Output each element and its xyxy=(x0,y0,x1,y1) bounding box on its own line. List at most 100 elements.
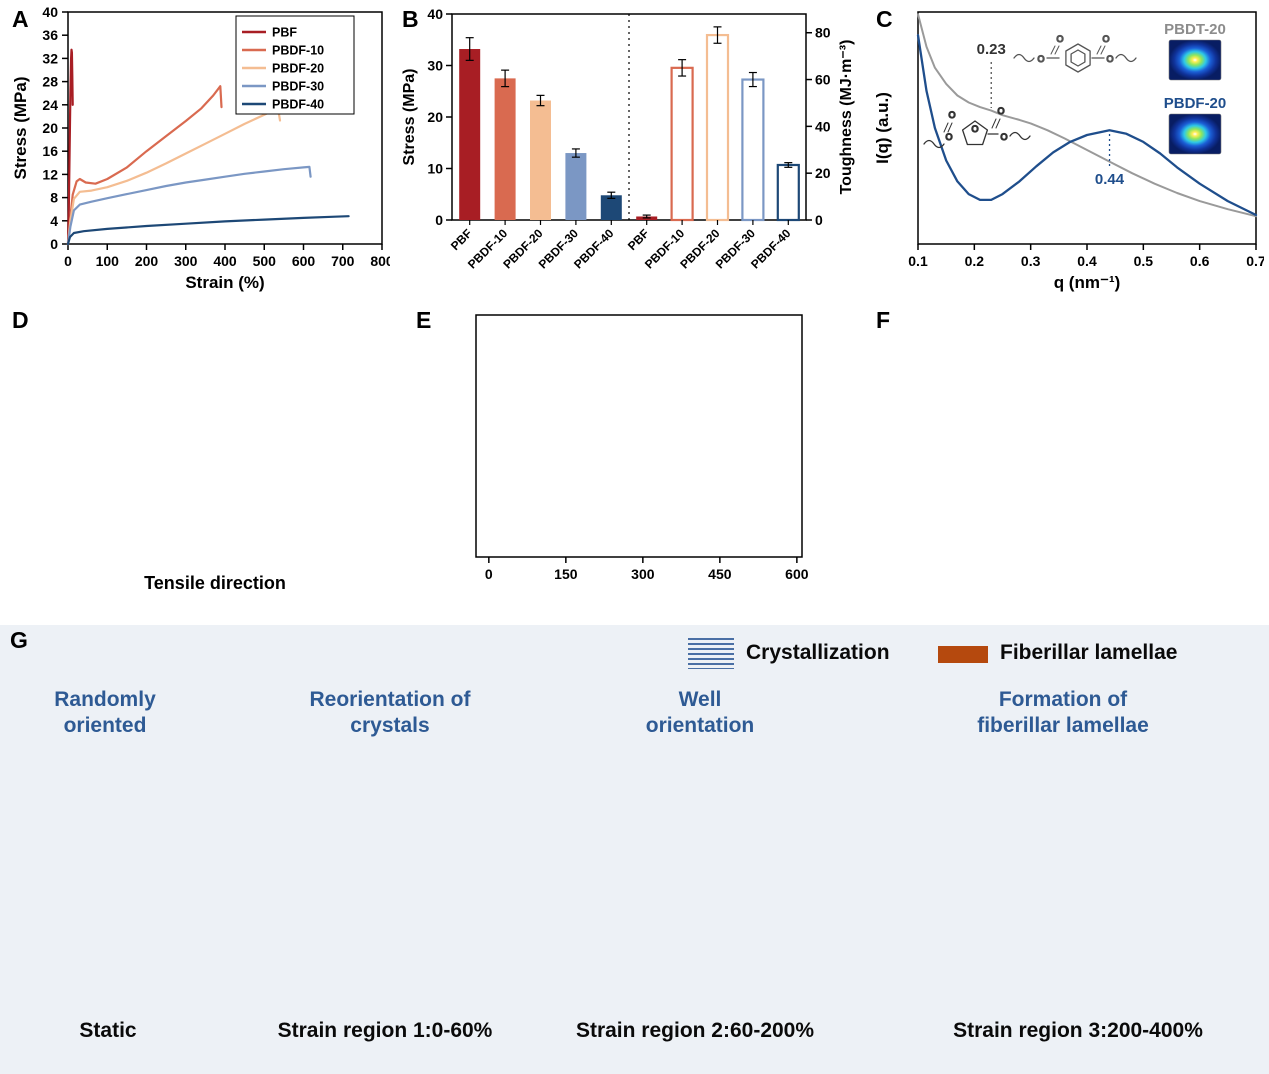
panel-label-g: G xyxy=(10,627,28,653)
series-PBDF-20 xyxy=(66,107,282,246)
svg-text:150: 150 xyxy=(554,566,578,582)
series-PBDF-40 xyxy=(66,215,350,246)
series-PBDF-10 xyxy=(66,85,223,246)
saxs-intensity-chart: 0.1 0.2 0.3 0.4 0.5 0.6 0.7 q (nm⁻¹) I(q) (a.u.)… xyxy=(873,11,1264,292)
panel-e-long-period: E 0 150 300 450 600 xyxy=(412,305,864,620)
stage-title-line: orientation xyxy=(645,714,755,737)
svg-text:450: 450 xyxy=(708,566,732,582)
legend-label: PBDF-40 xyxy=(272,98,324,112)
stage-title-line: Reorientation of xyxy=(309,688,471,711)
svg-text:O: O xyxy=(945,132,952,142)
legend-label: PBDF-20 xyxy=(272,62,324,76)
stage-title-line: fiberillar lamellae xyxy=(977,714,1149,737)
panel-label-e: E xyxy=(416,307,432,333)
panel-d-saxs-patterns: D Tensile direction xyxy=(8,305,408,620)
panel-label-d: D xyxy=(12,307,29,333)
svg-text:60: 60 xyxy=(815,72,831,88)
svg-text:4: 4 xyxy=(50,213,58,229)
category-label: PBDF-40 xyxy=(748,226,793,271)
svg-text:O: O xyxy=(1106,54,1113,64)
panel-c-saxs-profile: C 0.1 0.2 0.3 0.4 0.5 0.6 0.7 q (nm⁻¹) I(q) (a.u… xyxy=(872,4,1264,296)
svg-text:700: 700 xyxy=(331,253,355,269)
panel-g-schematic: G Crystallization Fiberillar lamellae Ra… xyxy=(0,625,1269,1074)
panel-b-bar-chart: B 0 10 20 30 40 0 20 40 60 80 Stress (MPa) Toughnes… xyxy=(398,4,864,296)
svg-text:O: O xyxy=(1102,34,1109,44)
svg-text:0: 0 xyxy=(485,566,493,582)
legend-label: PBDF-10 xyxy=(272,44,324,58)
panel-label-a: A xyxy=(12,6,29,32)
pbdf-structure: O O O O O xyxy=(923,105,1031,149)
svg-text:0.2: 0.2 xyxy=(965,253,985,269)
svg-text:600: 600 xyxy=(785,566,809,582)
series-PBF xyxy=(66,48,74,246)
svg-text:8: 8 xyxy=(50,190,58,206)
stress-bar-PBDF-10 xyxy=(494,78,516,220)
category-label: PBF xyxy=(448,226,475,253)
svg-text:500: 500 xyxy=(253,253,277,269)
category-label: PBDF-40 xyxy=(571,226,616,271)
inset-label-pbdt: PBDT-20 xyxy=(1164,21,1226,38)
svg-text:200: 200 xyxy=(135,253,159,269)
svg-text:28: 28 xyxy=(42,74,58,90)
stage-title-line: oriented xyxy=(63,714,147,737)
svg-text:O: O xyxy=(997,106,1004,116)
svg-text:O: O xyxy=(971,124,978,134)
inset-pattern-pbdf xyxy=(1168,113,1222,155)
x-axis-label: q (nm⁻¹) xyxy=(1054,273,1121,292)
panel-label-f: F xyxy=(876,307,891,333)
stage-caption-region3: Strain region 3:200-400% xyxy=(953,1019,1203,1042)
svg-text:20: 20 xyxy=(427,109,443,125)
lamellae-legend-label: Fiberillar lamellae xyxy=(1000,641,1178,664)
svg-text:0.4: 0.4 xyxy=(1077,253,1097,269)
svg-text:24: 24 xyxy=(42,97,58,113)
toughness-bar-PBDF-30 xyxy=(741,78,765,222)
stress-bar-PBF xyxy=(459,49,481,220)
svg-text:36: 36 xyxy=(42,27,58,43)
right-axis-label: Toughness (MJ·m⁻³) xyxy=(838,40,855,195)
y-axis-label: I(q) (a.u.) xyxy=(873,92,892,164)
stress-strain-chart: 0 100 200 300 400 500 600 700 800 0 4 8 12 16 20 24 28 32… xyxy=(11,4,390,292)
inset-pattern-pbdt xyxy=(1168,39,1222,81)
panel-label-c: C xyxy=(876,6,893,32)
tensile-direction-label: Tensile direction xyxy=(144,573,286,593)
legend-label: PBDF-30 xyxy=(272,80,324,94)
left-axis-label: Stress (MPa) xyxy=(401,69,418,166)
svg-text:O: O xyxy=(948,110,955,120)
stress-toughness-bars: 0 10 20 30 40 0 20 40 60 80 Stress (MPa) Toughness … xyxy=(401,6,855,271)
svg-text:40: 40 xyxy=(427,6,443,22)
svg-text:0: 0 xyxy=(435,212,443,228)
crystallization-legend-swatch xyxy=(688,638,734,669)
svg-text:10: 10 xyxy=(427,161,443,177)
svg-text:32: 32 xyxy=(42,50,58,66)
svg-text:80: 80 xyxy=(815,25,831,41)
toughness-bar-PBDF-10 xyxy=(670,66,694,222)
svg-text:30: 30 xyxy=(427,58,443,74)
stress-bar-PBDF-20 xyxy=(530,100,551,220)
series-PBDF-20 xyxy=(916,34,1258,217)
crystallization-legend-label: Crystallization xyxy=(746,641,890,664)
y-axis-label: Stress (MPa) xyxy=(11,77,30,180)
svg-text:40: 40 xyxy=(42,4,58,20)
svg-text:O: O xyxy=(1037,54,1044,64)
svg-text:300: 300 xyxy=(174,253,198,269)
legend-label: PBF xyxy=(272,26,297,40)
svg-text:800: 800 xyxy=(370,253,390,269)
svg-text:400: 400 xyxy=(213,253,237,269)
svg-text:20: 20 xyxy=(815,165,831,181)
stage-title-line: crystals xyxy=(350,714,430,737)
panel-label-b: B xyxy=(402,6,419,32)
svg-text:0.5: 0.5 xyxy=(1134,253,1154,269)
annotation-044: 0.44 xyxy=(1095,171,1125,188)
long-period-stress-chart: 0 150 300 450 600 xyxy=(475,314,809,582)
svg-text:0.6: 0.6 xyxy=(1190,253,1210,269)
stress-bar-PBDF-40 xyxy=(600,195,622,220)
annotation-023: 0.23 xyxy=(977,41,1006,58)
svg-text:100: 100 xyxy=(96,253,120,269)
series-PBDF-30 xyxy=(66,165,312,246)
stage-title-reorientation: Reorientation of crystals xyxy=(260,687,520,739)
svg-text:40: 40 xyxy=(815,118,831,134)
plot-frame xyxy=(475,314,803,558)
svg-text:0.7: 0.7 xyxy=(1246,253,1264,269)
